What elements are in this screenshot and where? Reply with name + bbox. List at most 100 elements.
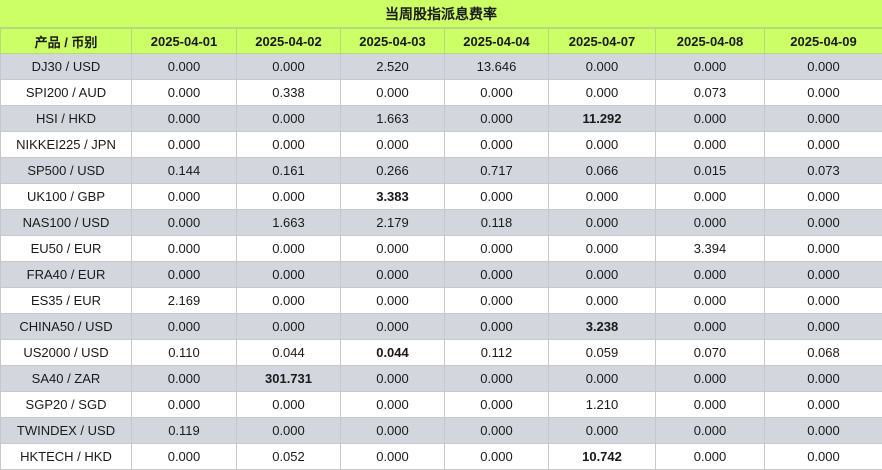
- rate-cell: 0.073: [656, 80, 765, 106]
- rate-cell: 0.066: [549, 158, 656, 184]
- rate-cell: 0.118: [445, 210, 549, 236]
- rate-cell: 0.000: [549, 184, 656, 210]
- product-cell: US2000 / USD: [1, 340, 132, 366]
- product-cell: DJ30 / USD: [1, 54, 132, 80]
- date-column-header: 2025-04-08: [656, 29, 765, 54]
- rate-cell: 0.000: [549, 366, 656, 392]
- rate-cell: 0.000: [765, 314, 882, 340]
- rate-cell: 0.000: [341, 288, 445, 314]
- rate-cell: 0.070: [656, 340, 765, 366]
- date-column-header: 2025-04-04: [445, 29, 549, 54]
- rate-cell: 0.000: [765, 106, 882, 132]
- rate-cell: 0.000: [237, 314, 341, 340]
- rate-cell: 0.000: [765, 366, 882, 392]
- rate-cell: 0.000: [237, 392, 341, 418]
- rate-cell: 0.000: [765, 132, 882, 158]
- date-column-header: 2025-04-02: [237, 29, 341, 54]
- rate-cell: 0.073: [765, 158, 882, 184]
- product-cell: NIKKEI225 / JPN: [1, 132, 132, 158]
- rate-cell: 1.210: [549, 392, 656, 418]
- rate-cell: 0.000: [765, 184, 882, 210]
- rate-cell: 0.000: [765, 288, 882, 314]
- rate-cell: 0.000: [656, 210, 765, 236]
- rate-cell: 0.000: [656, 106, 765, 132]
- rate-cell: 3.383: [341, 184, 445, 210]
- rate-cell: 2.169: [132, 288, 237, 314]
- rate-cell: 1.663: [237, 210, 341, 236]
- rate-cell: 0.000: [132, 444, 237, 470]
- product-cell: FRA40 / EUR: [1, 262, 132, 288]
- rate-cell: 0.000: [132, 54, 237, 80]
- rate-cell: 0.000: [237, 54, 341, 80]
- rate-cell: 0.068: [765, 340, 882, 366]
- date-column-header: 2025-04-03: [341, 29, 445, 54]
- rate-cell: 0.000: [765, 444, 882, 470]
- product-cell: NAS100 / USD: [1, 210, 132, 236]
- rate-cell: 0.000: [132, 262, 237, 288]
- date-column-header: 2025-04-01: [132, 29, 237, 54]
- rate-cell: 0.000: [549, 418, 656, 444]
- product-cell: SP500 / USD: [1, 158, 132, 184]
- rate-cell: 0.044: [341, 340, 445, 366]
- rate-cell: 0.000: [341, 80, 445, 106]
- rate-cell: 0.000: [445, 184, 549, 210]
- rate-cell: 0.000: [132, 132, 237, 158]
- rate-cell: 0.000: [765, 262, 882, 288]
- rate-cell: 0.000: [237, 418, 341, 444]
- rate-cell: 0.000: [549, 132, 656, 158]
- rate-cell: 0.112: [445, 340, 549, 366]
- rate-cell: 0.161: [237, 158, 341, 184]
- rate-cell: 13.646: [445, 54, 549, 80]
- rate-cell: 0.000: [237, 132, 341, 158]
- rate-cell: 0.059: [549, 340, 656, 366]
- rate-cell: 0.000: [549, 262, 656, 288]
- rate-cell: 0.000: [656, 392, 765, 418]
- rate-cell: 0.000: [341, 236, 445, 262]
- product-cell: SGP20 / SGD: [1, 392, 132, 418]
- product-column-header: 产品 / 币别: [1, 29, 132, 54]
- rate-cell: 0.052: [237, 444, 341, 470]
- product-cell: HSI / HKD: [1, 106, 132, 132]
- rate-cell: 0.110: [132, 340, 237, 366]
- rate-cell: 0.000: [656, 288, 765, 314]
- rate-cell: 0.000: [656, 184, 765, 210]
- product-cell: TWINDEX / USD: [1, 418, 132, 444]
- rate-cell: 0.000: [132, 106, 237, 132]
- rate-cell: 0.000: [656, 262, 765, 288]
- rate-cell: 0.000: [341, 444, 445, 470]
- rate-cell: 0.000: [132, 184, 237, 210]
- rate-cell: 0.015: [656, 158, 765, 184]
- rate-cell: 0.000: [445, 314, 549, 340]
- rate-cell: 2.179: [341, 210, 445, 236]
- rate-cell: 301.731: [237, 366, 341, 392]
- table-title: 当周股指派息费率: [0, 0, 882, 28]
- product-cell: SPI200 / AUD: [1, 80, 132, 106]
- rate-cell: 0.000: [549, 54, 656, 80]
- rate-cell: 0.000: [237, 106, 341, 132]
- rate-cell: 0.000: [445, 288, 549, 314]
- rate-cell: 0.000: [445, 262, 549, 288]
- rate-cell: 0.000: [341, 262, 445, 288]
- rate-cell: 3.238: [549, 314, 656, 340]
- rate-cell: 0.119: [132, 418, 237, 444]
- date-column-header: 2025-04-07: [549, 29, 656, 54]
- rate-cell: 0.000: [765, 418, 882, 444]
- rate-cell: 0.266: [341, 158, 445, 184]
- rate-cell: 0.000: [656, 418, 765, 444]
- rate-cell: 0.000: [237, 288, 341, 314]
